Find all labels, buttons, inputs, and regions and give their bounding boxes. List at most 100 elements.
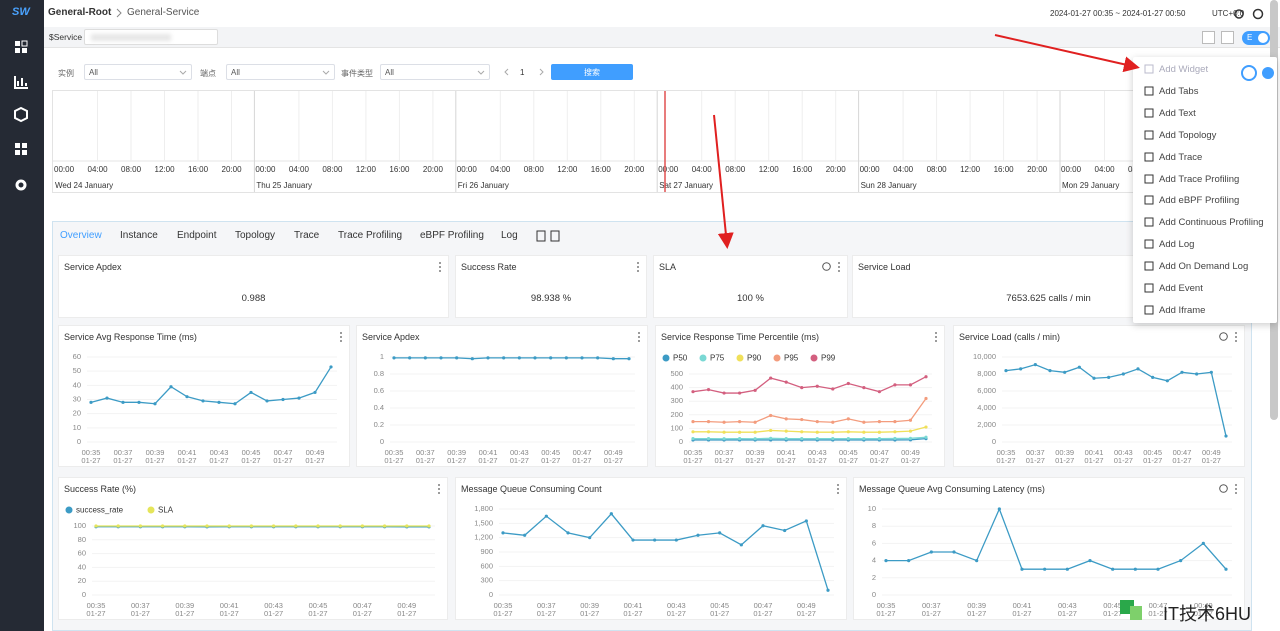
more-button[interactable] <box>837 262 841 272</box>
menu-item[interactable]: Add Topology <box>1133 125 1277 146</box>
info-icon[interactable] <box>1219 484 1228 493</box>
x-tick-date: 01-27 <box>839 456 858 465</box>
nav-icons[interactable] <box>14 40 30 200</box>
x-tick-date: 01-27 <box>746 456 765 465</box>
filter-select[interactable]: All <box>380 64 490 80</box>
icon <box>550 230 560 242</box>
time-range[interactable]: 2024-01-27 00:35 ~ 2024-01-27 00:50 <box>1050 9 1186 18</box>
legend-swatch <box>699 354 707 362</box>
y-tick-label: 300 <box>480 576 493 585</box>
more-button[interactable] <box>1234 484 1238 494</box>
stat-card: SLA 100 % <box>653 255 848 318</box>
service-select[interactable] <box>84 29 218 45</box>
more-button[interactable] <box>437 484 441 494</box>
hour-label: 00:00 <box>1061 165 1082 174</box>
top-icons[interactable] <box>1234 8 1270 20</box>
filter-select[interactable]: All <box>226 64 335 80</box>
tab[interactable]: Instance <box>120 230 158 241</box>
hour-label: 12:00 <box>960 165 981 174</box>
tab[interactable]: eBPF Profiling <box>420 230 484 241</box>
data-point <box>653 538 657 542</box>
edit-toggle[interactable]: E <box>1242 31 1270 45</box>
x-tick-label: 00:37 <box>1026 448 1045 457</box>
x-tick-date: 01-27 <box>996 456 1015 465</box>
x-tick-date: 01-27 <box>1148 609 1167 618</box>
menu-icon-shape <box>1144 305 1154 315</box>
more-button[interactable] <box>636 262 640 272</box>
x-tick-label: 00:35 <box>997 448 1016 457</box>
dot <box>1235 488 1237 490</box>
menu-item[interactable]: Add Event <box>1133 278 1277 299</box>
menu-item[interactable]: Add Text <box>1133 103 1277 124</box>
data-point <box>924 425 928 429</box>
info-icon[interactable] <box>1219 332 1228 341</box>
dot <box>1235 340 1237 342</box>
hour-label: 16:00 <box>994 165 1015 174</box>
more-button[interactable] <box>339 332 343 342</box>
x-tick-date: 01-27 <box>241 456 260 465</box>
menu-item[interactable]: Add eBPF Profiling <box>1133 190 1277 211</box>
timezone[interactable]: UTC+0:0 <box>1212 9 1245 18</box>
x-tick-date: 01-27 <box>1012 609 1031 618</box>
menu-item[interactable]: Add Trace Profiling <box>1133 169 1277 190</box>
series-line <box>693 437 927 441</box>
legend-label: P75 <box>710 354 725 363</box>
breadcrumb-current[interactable]: General-Service <box>127 7 200 18</box>
data-point <box>722 430 726 434</box>
x-tick-label: 00:43 <box>264 601 283 610</box>
tab[interactable]: Trace <box>294 230 320 241</box>
x-tick-label: 00:49 <box>397 601 416 610</box>
filter-select[interactable]: All <box>84 64 192 80</box>
hour-label: 00:00 <box>658 165 679 174</box>
menu-item[interactable]: Add Iframe <box>1133 300 1277 321</box>
unit: % <box>755 293 764 304</box>
more-button[interactable] <box>637 332 641 342</box>
page-number[interactable]: 1 <box>520 68 525 77</box>
info-circle <box>1219 332 1228 341</box>
service-label: $Service <box>49 32 83 42</box>
tab[interactable]: Trace Profiling <box>338 230 403 241</box>
menu-item[interactable]: Add Trace <box>1133 147 1277 168</box>
menu-item[interactable]: Add Widget <box>1133 59 1277 80</box>
menu-icon <box>1144 305 1154 315</box>
x-tick-label: 00:47 <box>573 448 592 457</box>
save-button[interactable] <box>1221 31 1234 44</box>
menu-item[interactable]: Add Continuous Profiling <box>1133 212 1277 233</box>
menu-item[interactable]: Add Tabs <box>1133 81 1277 102</box>
dot <box>438 488 440 490</box>
floating-icons[interactable] <box>1240 64 1276 82</box>
menu-item[interactable]: Add Log <box>1133 234 1277 255</box>
x-tick-label: 00:49 <box>797 601 816 610</box>
stat-card: Service Apdex 0.988 <box>58 255 449 318</box>
more-button[interactable] <box>934 332 938 342</box>
pagination-arrows[interactable] <box>500 64 550 80</box>
more-button[interactable] <box>1234 332 1238 342</box>
x-tick-label: 00:45 <box>309 601 328 610</box>
tab[interactable]: Overview <box>60 230 102 241</box>
data-point <box>153 402 157 406</box>
tab[interactable]: Endpoint <box>177 230 217 241</box>
info-circle <box>822 262 831 271</box>
tab-icons[interactable] <box>536 229 562 243</box>
y-tick-label: 2 <box>872 573 876 582</box>
data-point <box>1065 567 1069 571</box>
data-point <box>784 380 788 384</box>
card-title: Service Apdex <box>64 262 122 272</box>
data-point <box>706 420 711 424</box>
breadcrumb-root[interactable]: General-Root <box>48 7 112 18</box>
icon-button[interactable] <box>1202 31 1215 44</box>
data-point <box>997 507 1001 511</box>
menu-item[interactable]: Add On Demand Log <box>1133 256 1277 277</box>
hour-label: 00:00 <box>54 165 75 174</box>
tab[interactable]: Topology <box>235 230 276 241</box>
y-tick-label: 0 <box>992 437 996 446</box>
more-button[interactable] <box>438 262 442 272</box>
tab[interactable]: Log <box>501 230 518 241</box>
info-circle <box>1219 484 1228 493</box>
info-icon[interactable] <box>822 262 831 271</box>
more-button[interactable] <box>836 484 840 494</box>
x-tick-date: 01-27 <box>1055 456 1074 465</box>
x-tick-date: 01-27 <box>86 609 105 618</box>
search-button[interactable]: 搜索 <box>551 64 633 80</box>
